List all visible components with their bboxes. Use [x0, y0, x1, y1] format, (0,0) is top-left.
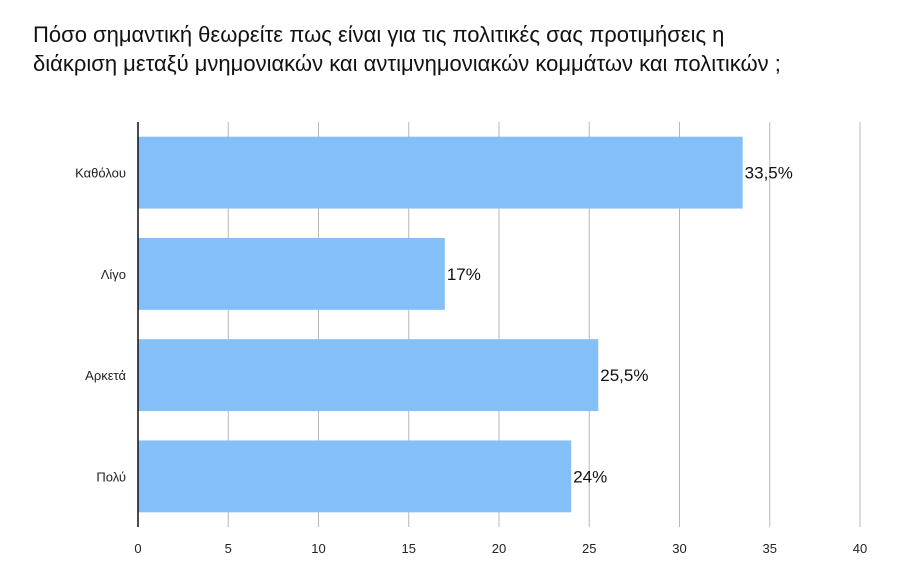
bar	[138, 136, 743, 209]
category-label: Πολύ	[96, 469, 126, 484]
chart-title: Πόσο σημαντική θεωρείτε πως είναι για τι…	[33, 20, 893, 78]
category-label: Λίγο	[101, 267, 126, 282]
chart-title-line-1: Πόσο σημαντική θεωρείτε πως είναι για τι…	[33, 22, 725, 47]
bar	[138, 440, 572, 513]
bar	[138, 339, 599, 412]
data-labels: 33,5% 17% 25,5% 24%	[447, 164, 793, 487]
bar	[138, 237, 445, 310]
data-label: 17%	[447, 265, 481, 284]
category-labels: Καθόλου Λίγο Αρκετά Πολύ	[75, 166, 126, 485]
x-tick-label: 15	[402, 541, 416, 556]
x-tick-label: 25	[582, 541, 596, 556]
data-label: 24%	[573, 467, 607, 486]
category-label: Αρκετά	[85, 368, 126, 383]
data-label: 25,5%	[600, 366, 648, 385]
x-tick-label: 35	[763, 541, 777, 556]
x-tick-label: 10	[311, 541, 325, 556]
x-tick-label: 40	[853, 541, 867, 556]
x-tick-label: 0	[134, 541, 141, 556]
x-tick-label: 5	[225, 541, 232, 556]
bars	[138, 136, 743, 513]
x-tick-labels: 0 5 10 15 20 25 30 35 40	[134, 541, 867, 556]
x-tick-label: 30	[672, 541, 686, 556]
data-label: 33,5%	[745, 164, 793, 183]
x-tick-label: 20	[492, 541, 506, 556]
category-label: Καθόλου	[75, 166, 126, 181]
chart-title-line-2: διάκριση μεταξύ μνημονιακών και αντιμνημ…	[33, 51, 781, 76]
